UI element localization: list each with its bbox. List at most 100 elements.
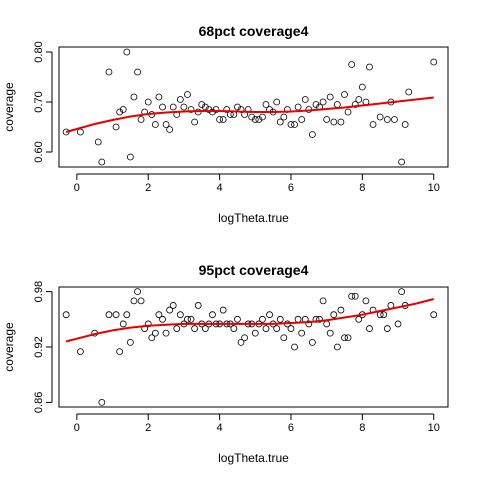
data-point — [220, 117, 226, 123]
data-point — [184, 316, 190, 322]
data-point — [184, 92, 190, 98]
panel-68pct: 68pct coverage4 0 2 4 6 8 10 0.60 0.70 0.80 logThe… — [2, 23, 448, 225]
data-point — [342, 92, 348, 98]
data-point — [331, 119, 337, 125]
x-tick-label: 2 — [145, 182, 151, 194]
x-tick-label: 8 — [359, 422, 365, 434]
data-point — [327, 330, 333, 336]
data-point — [295, 316, 301, 322]
x-tick-label: 4 — [217, 182, 223, 194]
data-point — [359, 84, 365, 90]
data-point — [295, 104, 301, 110]
data-point — [263, 326, 269, 332]
data-point — [192, 326, 198, 332]
data-point — [349, 62, 355, 68]
data-point — [156, 94, 162, 100]
data-point — [324, 117, 330, 123]
data-point — [170, 104, 176, 110]
data-point — [345, 109, 351, 115]
data-point — [159, 104, 165, 110]
data-point — [377, 312, 383, 318]
data-point — [63, 312, 69, 318]
data-point — [338, 307, 344, 313]
data-point — [363, 298, 369, 304]
data-point — [252, 330, 258, 336]
data-point — [120, 321, 126, 327]
y-tick-label: 0.70 — [33, 91, 45, 112]
data-point — [127, 339, 133, 345]
data-point — [299, 117, 305, 123]
y-tick-label: 0.86 — [33, 392, 45, 413]
y-tick-label: 0.80 — [33, 41, 45, 62]
data-point — [227, 112, 233, 118]
data-point — [399, 289, 405, 295]
data-point — [106, 312, 112, 318]
chart-title: 68pct coverage4 — [199, 23, 309, 39]
data-point — [159, 316, 165, 322]
data-point — [334, 344, 340, 350]
data-point — [302, 97, 308, 103]
data-point — [395, 321, 401, 327]
data-point — [320, 298, 326, 304]
data-point — [267, 312, 273, 318]
y-tick-label: 0.60 — [33, 141, 45, 162]
data-point — [288, 326, 294, 332]
data-point — [356, 97, 362, 103]
data-point — [131, 94, 137, 100]
data-point — [377, 114, 383, 120]
data-point — [281, 335, 287, 341]
x-tick-label: 6 — [288, 422, 294, 434]
data-point — [174, 326, 180, 332]
data-point — [292, 122, 298, 128]
data-point — [163, 330, 169, 336]
data-point — [77, 349, 83, 355]
data-point — [309, 132, 315, 138]
data-point — [145, 99, 151, 105]
data-point — [399, 159, 405, 165]
data-point — [231, 326, 237, 332]
data-point — [209, 312, 215, 318]
data-point — [338, 119, 344, 125]
data-point — [242, 335, 248, 341]
data-point — [277, 316, 283, 322]
data-point — [217, 117, 223, 123]
data-point — [131, 298, 137, 304]
data-point — [135, 289, 141, 295]
panel-95pct: 95pct coverage40 2 4 6 8 100.860.920.98logThe… — [2, 262, 448, 465]
data-point — [177, 97, 183, 103]
data-point — [113, 124, 119, 130]
data-point — [345, 335, 351, 341]
data-point — [152, 330, 158, 336]
data-point — [138, 298, 144, 304]
data-point — [234, 316, 240, 322]
data-point — [124, 312, 130, 318]
data-point — [135, 69, 141, 75]
data-point — [366, 326, 372, 332]
y-tick-label: 0.98 — [33, 281, 45, 302]
data-point — [77, 129, 83, 135]
data-point — [288, 122, 294, 128]
data-point — [177, 312, 183, 318]
data-point — [331, 312, 337, 318]
data-point — [384, 326, 390, 332]
y-tick-label: 0.92 — [33, 336, 45, 357]
x-tick-label: 10 — [428, 422, 440, 434]
data-point — [406, 89, 412, 95]
data-point — [320, 99, 326, 105]
data-point — [292, 344, 298, 350]
data-point — [95, 139, 101, 145]
data-point — [188, 316, 194, 322]
data-point — [181, 104, 187, 110]
x-tick-label: 4 — [217, 422, 223, 434]
data-point — [324, 321, 330, 327]
plot-frame — [59, 287, 448, 407]
x-tick-label: 10 — [428, 182, 440, 194]
plot-frame — [59, 47, 448, 167]
data-point — [431, 312, 437, 318]
data-point — [431, 59, 437, 65]
data-point — [402, 122, 408, 128]
data-point — [117, 349, 123, 355]
data-point — [192, 119, 198, 125]
data-point — [384, 117, 390, 123]
